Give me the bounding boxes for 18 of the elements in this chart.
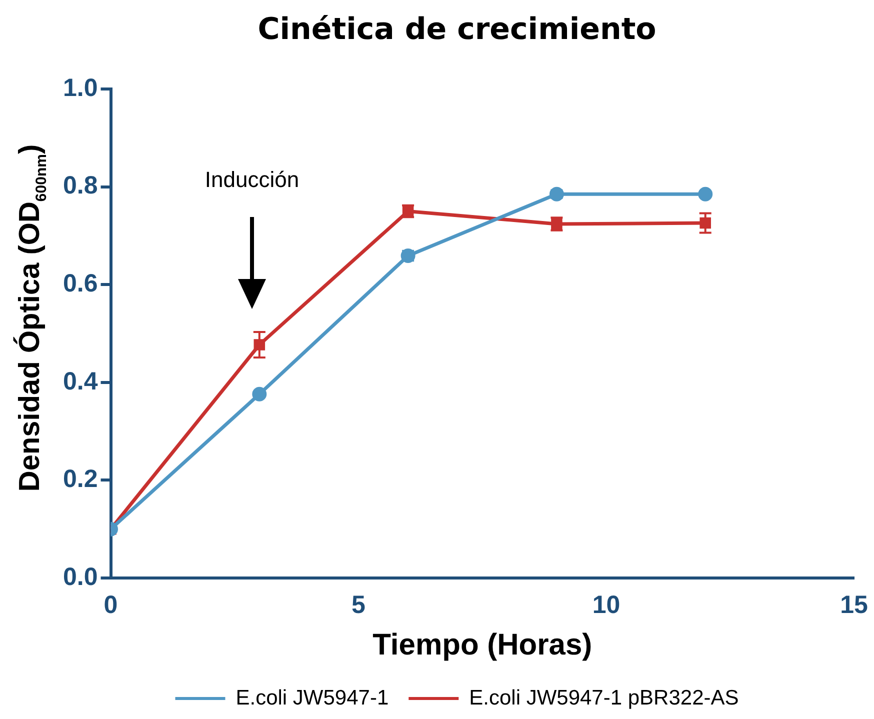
y-tick-label: 0.2 <box>62 465 98 494</box>
y-tick-label: 0.4 <box>62 367 98 396</box>
point <box>252 386 267 402</box>
x-tick-label: 0 <box>104 590 118 619</box>
y-tick-label: 0.0 <box>62 562 98 591</box>
y-tick-label: 0.8 <box>62 172 98 200</box>
point <box>698 186 713 202</box>
x-tick-label: 5 <box>352 590 366 619</box>
chart-title: Cinética de crecimiento <box>258 12 656 47</box>
point <box>549 186 564 202</box>
y-tick-label: 1.0 <box>62 74 98 102</box>
legend-label: E.coli JW5947-1 pBR322-AS <box>469 686 739 710</box>
y-tick-label: 0.6 <box>62 269 98 298</box>
x-axis-title: Tiempo (Horas) <box>372 628 592 662</box>
annotation: Inducción <box>204 167 300 193</box>
x-tick-label: 15 <box>840 590 868 619</box>
legend-label: E.coli JW5947-1 <box>236 686 389 710</box>
x-tick-label: 10 <box>592 590 620 619</box>
